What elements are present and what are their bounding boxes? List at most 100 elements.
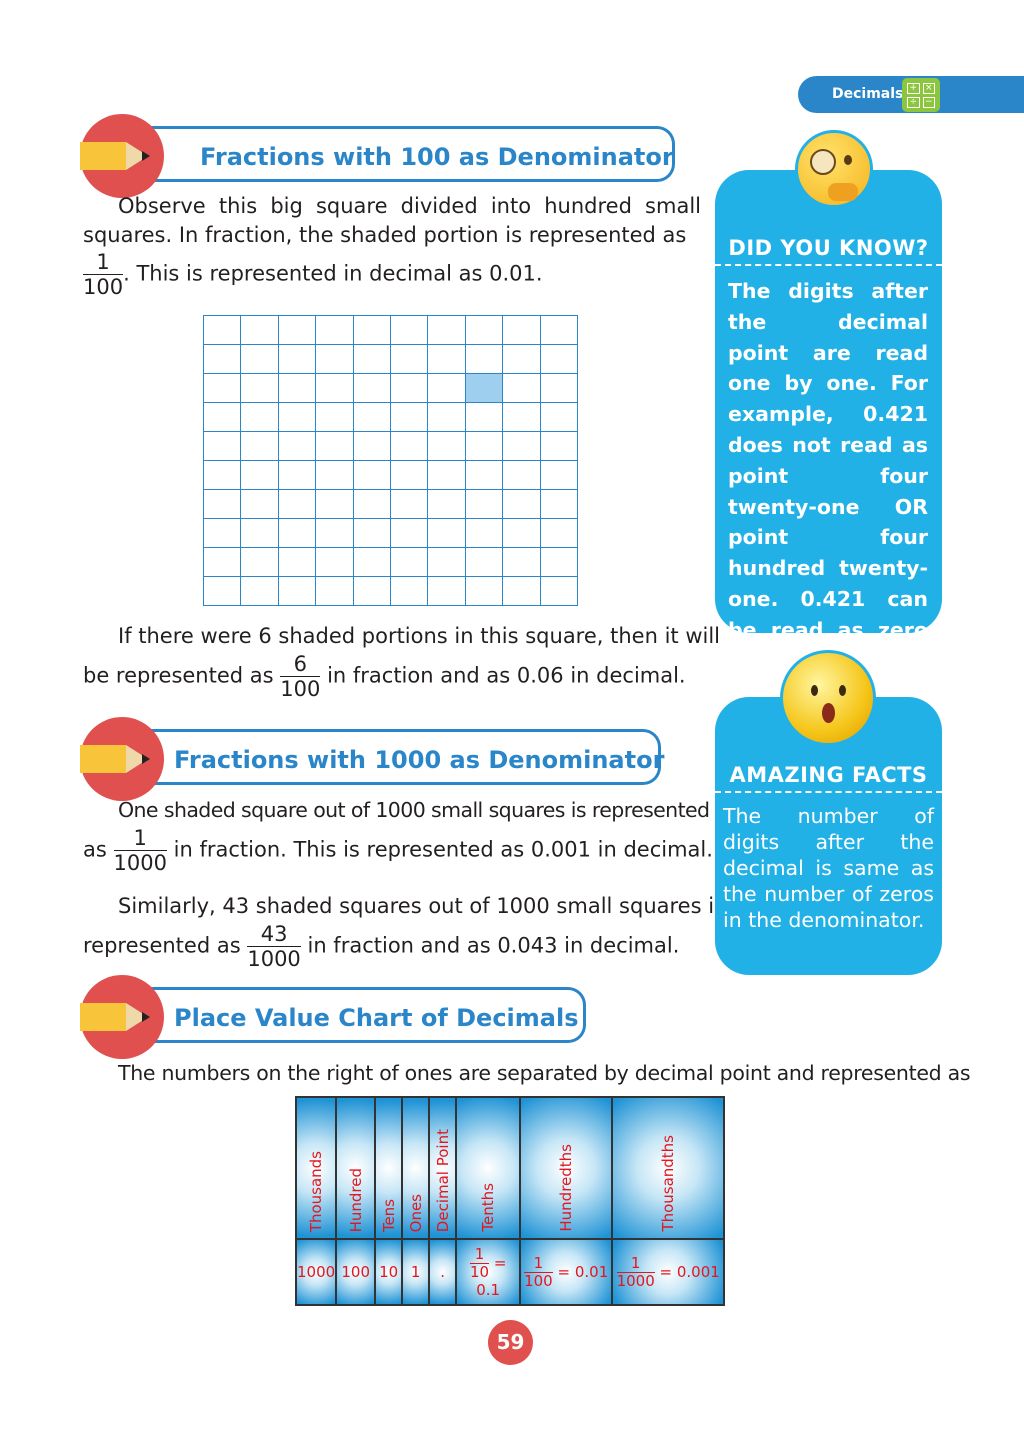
grid-cell bbox=[465, 316, 504, 345]
grid-cell bbox=[278, 461, 317, 490]
grid-cell bbox=[503, 548, 541, 577]
decimal-equivalent: = 0.1 bbox=[476, 1253, 507, 1299]
numerator: 1 bbox=[524, 1254, 553, 1273]
grid-cell bbox=[390, 316, 429, 345]
grid-cell bbox=[390, 548, 429, 577]
grid-cell bbox=[540, 345, 578, 374]
decimal-equivalent: = 0.001 bbox=[659, 1262, 720, 1281]
text: Observe this big square divided into hun… bbox=[83, 194, 701, 247]
header-label: Hundred bbox=[346, 1167, 365, 1232]
header-label: Tens bbox=[379, 1198, 398, 1232]
grid-cell bbox=[540, 403, 578, 432]
box-title: AMAZING FACTS bbox=[715, 763, 942, 793]
paragraph: The numbers on the right of ones are sep… bbox=[118, 1061, 971, 1085]
grid-cell bbox=[241, 403, 279, 432]
paragraph: Similarly, 43 shaded squares out of 1000… bbox=[118, 894, 725, 918]
denominator: 1000 bbox=[616, 1271, 655, 1290]
text: in fraction and as 0.06 in decimal. bbox=[327, 663, 686, 688]
header-label: Tenths bbox=[479, 1183, 498, 1232]
grid-cell bbox=[278, 432, 317, 461]
grid-cell bbox=[390, 490, 429, 519]
grid-cell bbox=[465, 345, 504, 374]
shaded-grid-cell bbox=[465, 374, 504, 403]
paragraph: Observe this big square divided into hun… bbox=[83, 192, 701, 250]
paragraph: as 1 1000 in fraction. This is represente… bbox=[83, 826, 713, 875]
thinking-face-icon bbox=[795, 130, 873, 208]
grid-cell bbox=[353, 461, 391, 490]
fraction: 1 10 bbox=[469, 1245, 490, 1281]
grid-cell bbox=[204, 403, 242, 432]
surprised-face-icon bbox=[780, 650, 876, 746]
grid-cell bbox=[278, 548, 317, 577]
numerator: 1 bbox=[469, 1245, 490, 1264]
grid-cell bbox=[428, 577, 466, 606]
grid-cell bbox=[503, 432, 541, 461]
box-title: DID YOU KNOW? bbox=[715, 236, 942, 266]
grid-cell bbox=[278, 345, 317, 374]
section-title: Fractions with 1000 as Denominator bbox=[174, 746, 665, 774]
grid-cell bbox=[278, 577, 317, 606]
grid-cell bbox=[241, 345, 279, 374]
header-label: Ones bbox=[406, 1193, 425, 1232]
grid-cell bbox=[465, 519, 504, 548]
header-cell: Tens bbox=[374, 1096, 404, 1240]
header-cell: Thousandths bbox=[611, 1096, 726, 1240]
value-cell: 1 100 = 0.01 bbox=[519, 1238, 614, 1306]
numerator: 1 bbox=[113, 826, 167, 851]
header-cell: Thousands bbox=[294, 1096, 338, 1240]
grid-cell bbox=[204, 490, 242, 519]
grid-cell bbox=[390, 461, 429, 490]
grid-cell bbox=[241, 548, 279, 577]
value-cell: 1 10 = 0.1 bbox=[455, 1238, 522, 1306]
paragraph: represented as 43 1000 in fraction and as… bbox=[83, 922, 679, 971]
grid-cell bbox=[390, 519, 429, 548]
header-cell: Hundred bbox=[335, 1096, 377, 1240]
header-cell: Ones bbox=[401, 1096, 431, 1240]
grid-cell bbox=[540, 548, 578, 577]
grid-cell bbox=[390, 374, 429, 403]
grid-cell bbox=[428, 374, 466, 403]
grid-cell bbox=[204, 316, 242, 345]
grid-cell bbox=[204, 432, 242, 461]
did-you-know-box: DID YOU KNOW? The digits after the decim… bbox=[715, 170, 942, 703]
text: represented as bbox=[83, 933, 241, 958]
fraction: 1 100 bbox=[524, 1254, 553, 1290]
text: as bbox=[83, 837, 107, 862]
grid-cell bbox=[353, 374, 391, 403]
grid-cell bbox=[540, 374, 578, 403]
chapter-tab: Decimals + × ÷ − bbox=[798, 76, 1024, 113]
paragraph: If there were 6 shaded portions in this … bbox=[118, 624, 720, 648]
grid-cell bbox=[465, 461, 504, 490]
header-cell: Hundredths bbox=[519, 1096, 614, 1240]
grid-cell bbox=[278, 490, 317, 519]
value-cell: 1 1000 = 0.001 bbox=[611, 1238, 726, 1306]
grid-cell bbox=[241, 577, 279, 606]
value-cell: . bbox=[428, 1238, 458, 1306]
grid-cell bbox=[503, 374, 541, 403]
grid-cell bbox=[540, 519, 578, 548]
grid-cell bbox=[316, 519, 354, 548]
grid-cell bbox=[503, 490, 541, 519]
text: in fraction. This is represented as 0.00… bbox=[173, 837, 713, 862]
grid-cell bbox=[204, 345, 242, 374]
header-label: Thousandths bbox=[659, 1135, 678, 1232]
grid-cell bbox=[428, 316, 466, 345]
fraction: 1 1000 bbox=[113, 826, 167, 875]
grid-cell bbox=[241, 316, 279, 345]
section-heading-bar bbox=[120, 987, 586, 1043]
grid-cell bbox=[503, 577, 541, 606]
numerator: 43 bbox=[247, 922, 301, 947]
fraction: 1 100 bbox=[83, 250, 124, 299]
fraction: 1 1000 bbox=[616, 1254, 655, 1290]
grid-cell bbox=[465, 490, 504, 519]
grid-cell bbox=[353, 432, 391, 461]
grid-cell bbox=[465, 403, 504, 432]
header-label: Decimal Point bbox=[433, 1128, 452, 1232]
grid-cell bbox=[465, 577, 504, 606]
header-cell: Decimal Point bbox=[428, 1096, 458, 1240]
fraction: 43 1000 bbox=[247, 922, 301, 971]
grid-cell bbox=[540, 490, 578, 519]
value-cell: 1 bbox=[401, 1238, 431, 1306]
grid-cell bbox=[353, 577, 391, 606]
